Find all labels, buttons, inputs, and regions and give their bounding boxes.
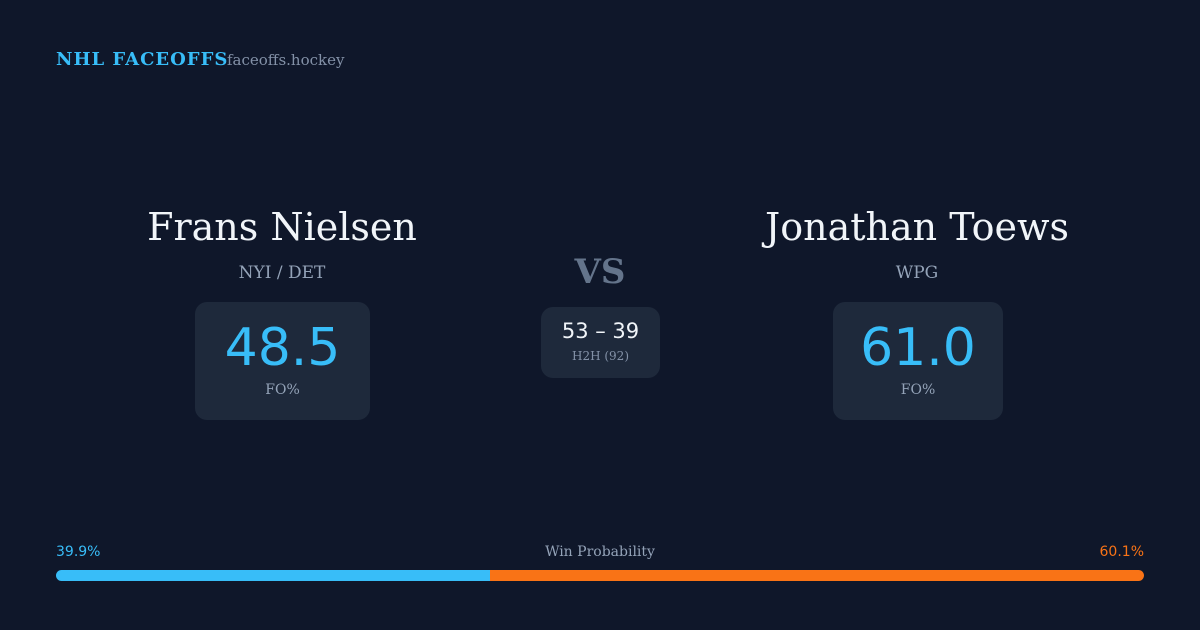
player-team: WPG [895,263,939,283]
fo-value: 48.5 [224,318,341,378]
stat-box: 61.0 FO% [833,302,1003,420]
versus: VS [574,252,626,292]
h2h-label: H2H (92) [571,349,629,363]
player-team: NYI / DET [238,263,326,283]
player-name: Frans Nielsen [147,205,417,249]
h2h-box: 53 – 39 H2H (92) [541,307,660,378]
win-bar-left [56,570,491,581]
fo-value: 61.0 [860,318,976,378]
win-bar-right [490,570,1144,581]
brand-title: NHL FACEOFFS [56,49,229,70]
h2h-score: 53 – 39 [561,319,640,343]
fo-label: FO% [265,382,300,398]
fo-label: FO% [900,382,936,398]
site-name: faceoffs.hockey [227,51,345,69]
stat-box: 48.5 FO% [195,302,370,420]
win-prob-right: 60.1% [1099,544,1144,560]
player-name: Jonathan Toews [765,205,1069,249]
win-prob-title: Win Probability [545,544,655,560]
win-prob-left: 39.9% [56,544,101,560]
